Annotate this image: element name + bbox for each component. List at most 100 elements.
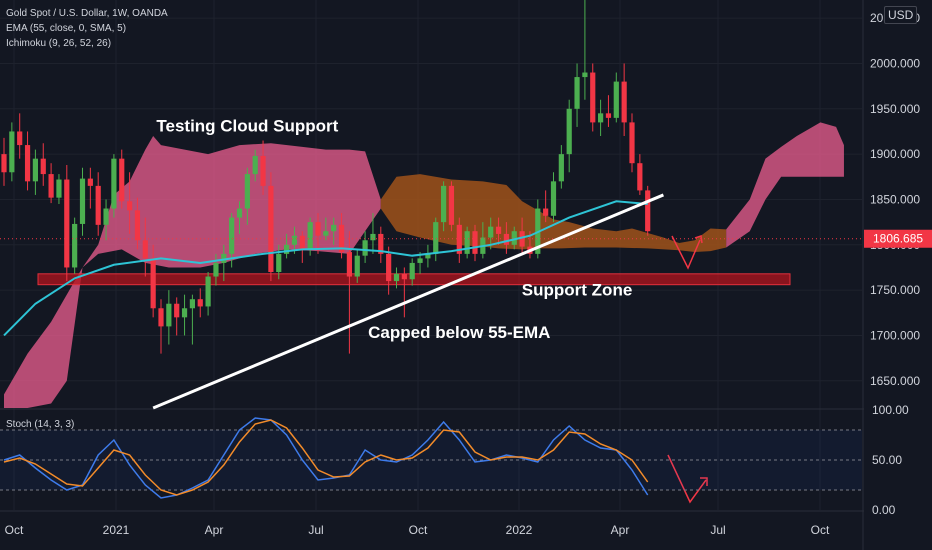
candle-body — [362, 240, 368, 256]
candle-body — [386, 253, 392, 282]
chart-annotation: Support Zone — [522, 281, 632, 300]
candle-body — [621, 81, 627, 123]
candle-body — [134, 210, 141, 241]
axes: 1650.0001700.0001750.0001800.0001850.000… — [5, 0, 932, 550]
price-tick-label: 1850.000 — [870, 192, 920, 206]
candle-body — [236, 208, 243, 218]
price-tick-label: 1750.000 — [870, 283, 920, 297]
candle-body — [150, 258, 156, 309]
candle-body — [244, 174, 250, 209]
price-projection-arrowhead — [694, 235, 703, 244]
stoch-band-fill — [0, 430, 862, 490]
candle-body — [56, 179, 62, 198]
candle-body — [590, 72, 596, 123]
time-tick-label: 2021 — [103, 523, 130, 537]
candle-body — [401, 273, 407, 280]
candle-body — [291, 235, 298, 245]
candle-body — [95, 185, 101, 225]
candle-body — [205, 276, 211, 307]
candle-body — [441, 185, 447, 223]
candle-body — [1, 154, 7, 173]
stoch-projection-arrow — [667, 454, 707, 504]
candle-body — [48, 174, 54, 198]
candle-body — [637, 163, 643, 191]
candle-body — [323, 231, 329, 236]
candle-body — [103, 208, 109, 225]
candle-body — [543, 208, 549, 216]
stoch-d-line — [3, 419, 649, 496]
candle-body — [174, 303, 180, 318]
price-tick-label: 1700.000 — [870, 328, 920, 342]
candle-body — [464, 231, 470, 254]
projection-arrows — [667, 235, 708, 504]
legend-ichimoku: Ichimoku (9, 26, 52, 26) — [6, 38, 112, 49]
candle-body — [456, 224, 462, 254]
candles — [0, 0, 862, 354]
price-tick-label: 1950.000 — [870, 102, 920, 116]
cloud-span — [4, 267, 83, 408]
candle-body — [284, 244, 290, 254]
candle-body — [315, 222, 321, 236]
candle-body — [142, 240, 148, 259]
ema-line — [3, 200, 648, 337]
candle-body — [24, 145, 31, 182]
candle-body — [331, 224, 337, 232]
candle-body — [346, 252, 352, 277]
candle-body — [64, 179, 70, 268]
candle-body — [166, 303, 172, 327]
candle-body — [448, 185, 455, 225]
candle-body — [519, 231, 525, 247]
legend-stoch: Stoch (14, 3, 3) — [6, 419, 75, 430]
currency-badge[interactable]: USD — [884, 6, 918, 24]
legend-ema: EMA (55, close, 0, SMA, 5) — [6, 23, 127, 34]
candle-body — [189, 299, 195, 309]
candle-body — [252, 155, 258, 175]
candle-body — [276, 253, 282, 272]
candle-body — [307, 222, 313, 250]
candle-body — [111, 158, 117, 209]
candle-body — [488, 226, 494, 238]
candle-body — [158, 308, 164, 327]
candle-body — [40, 158, 46, 175]
chart-annotation: Capped below 55-EMA — [368, 323, 550, 342]
stoch-tick-label: 100.00 — [872, 403, 909, 417]
candle-body — [268, 185, 274, 272]
candle-body — [119, 158, 125, 202]
candle-body — [72, 223, 78, 268]
candle-body — [495, 226, 502, 234]
candle-body — [299, 235, 305, 250]
candle-body — [260, 155, 266, 186]
cloud-span — [726, 122, 844, 248]
candle-body — [378, 233, 384, 254]
trendline — [152, 193, 664, 410]
candle-body — [613, 81, 619, 118]
candle-body — [645, 190, 651, 232]
candle-body — [417, 258, 423, 263]
last-price-label: 1806.685 — [873, 232, 923, 246]
candle-body — [433, 222, 439, 254]
price-tick-label: 2000.000 — [870, 56, 920, 70]
price-projection-arrow — [671, 235, 701, 270]
rising-trendline — [152, 193, 664, 410]
candle-body — [566, 108, 572, 155]
candle-body — [605, 113, 612, 118]
candle-body — [79, 178, 86, 224]
time-tick-label: Jul — [308, 523, 323, 537]
candle-body — [425, 253, 431, 259]
candle-body — [221, 253, 227, 263]
cloud-span — [82, 136, 381, 268]
candle-body — [409, 262, 415, 280]
time-tick-label: Oct — [409, 523, 428, 537]
candle-body — [87, 178, 93, 186]
stoch-tick-label: 0.00 — [872, 503, 896, 517]
candle-body — [629, 122, 635, 164]
price-tick-label: 1900.000 — [870, 147, 920, 161]
candle-body — [472, 231, 478, 254]
candle-body — [582, 72, 588, 78]
candle-body — [17, 131, 23, 146]
time-tick-label: 2022 — [506, 523, 533, 537]
stochastic-pane — [0, 417, 862, 499]
candle-body — [598, 113, 604, 123]
legend-symbol: Gold Spot / U.S. Dollar, 1W, OANDA — [6, 8, 168, 19]
